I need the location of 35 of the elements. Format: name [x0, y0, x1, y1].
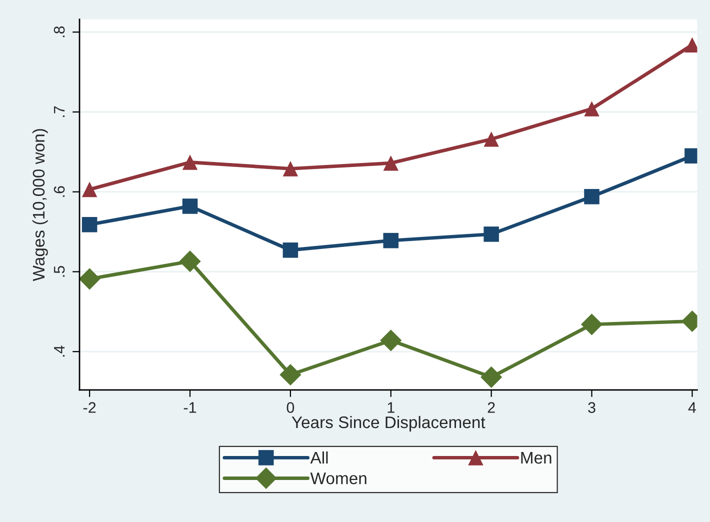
point	[179, 250, 201, 272]
point	[584, 188, 600, 204]
y-tick-label: .7	[54, 106, 65, 117]
x-tick-label: 1	[388, 402, 394, 413]
point	[480, 366, 502, 388]
x-tick-label: 3	[588, 402, 596, 413]
y-tick-label: .6	[54, 186, 65, 197]
point	[182, 154, 198, 170]
point	[580, 314, 603, 336]
point	[380, 330, 402, 352]
y-tick-label: .4	[54, 346, 65, 357]
point	[82, 216, 98, 232]
point	[282, 161, 298, 176]
y-tick-label: .5	[54, 266, 65, 277]
x-axis-title: Years Since Displacement	[292, 416, 486, 432]
point	[182, 198, 198, 214]
legend-label: Men	[521, 452, 552, 464]
point	[80, 268, 100, 290]
point	[282, 242, 298, 258]
y-tick-label: .8	[54, 26, 65, 38]
x-tick-label: 2	[488, 402, 495, 413]
x-tick-label: 4	[688, 402, 696, 413]
legend-label: Women	[310, 472, 366, 484]
point	[280, 364, 302, 386]
point	[82, 182, 98, 198]
x-tick-label: -1	[184, 402, 196, 413]
point	[383, 155, 399, 171]
x-tick-label: -2	[83, 402, 96, 413]
point	[484, 226, 499, 242]
point	[584, 101, 600, 116]
point	[383, 232, 399, 248]
x-tick-label: 0	[286, 402, 294, 413]
y-axis-title: Wages (10,000 won)	[32, 129, 48, 282]
point	[484, 131, 499, 147]
legend-label: All	[310, 451, 328, 464]
